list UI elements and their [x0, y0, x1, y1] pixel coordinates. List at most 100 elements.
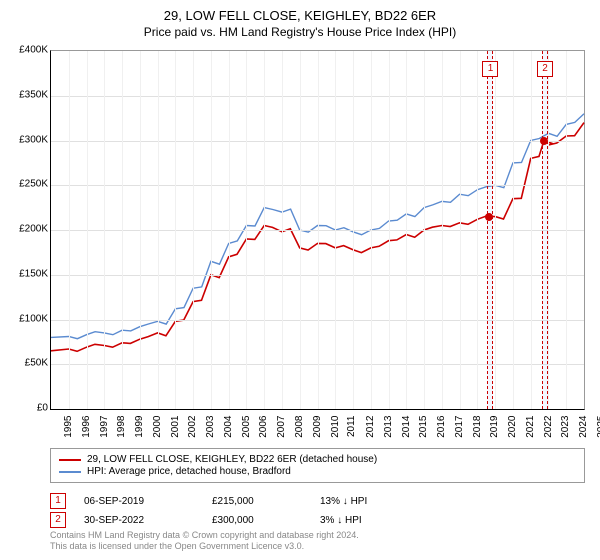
- x-axis-label: 2009: [311, 416, 322, 438]
- y-axis-label: £150K: [19, 268, 48, 279]
- annotation-pct: 3% ↓ HPI: [320, 515, 430, 526]
- legend-label: HPI: Average price, detached house, Brad…: [87, 466, 291, 477]
- chart-subtitle: Price paid vs. HM Land Registry's House …: [0, 25, 600, 39]
- marker-dot: [540, 137, 548, 145]
- legend-box: 29, LOW FELL CLOSE, KEIGHLEY, BD22 6ER (…: [50, 448, 585, 483]
- x-gridline: [566, 51, 567, 409]
- plot-area: 12: [50, 50, 585, 410]
- y-axis-label: £400K: [19, 45, 48, 56]
- legend-item: 29, LOW FELL CLOSE, KEIGHLEY, BD22 6ER (…: [59, 454, 576, 465]
- x-gridline: [69, 51, 70, 409]
- x-axis-label: 2010: [329, 416, 340, 438]
- x-axis-label: 2015: [418, 416, 429, 438]
- x-axis-label: 2000: [152, 416, 163, 438]
- x-axis-label: 2012: [365, 416, 376, 438]
- x-gridline: [193, 51, 194, 409]
- x-gridline: [531, 51, 532, 409]
- x-axis-label: 2021: [525, 416, 536, 438]
- x-gridline: [460, 51, 461, 409]
- y-axis-label: £250K: [19, 179, 48, 190]
- x-gridline: [229, 51, 230, 409]
- annotation-price: £215,000: [212, 496, 302, 507]
- x-gridline: [300, 51, 301, 409]
- x-axis-label: 2011: [346, 416, 357, 438]
- x-gridline: [158, 51, 159, 409]
- x-axis-label: 2024: [578, 416, 589, 438]
- x-gridline: [513, 51, 514, 409]
- x-axis-label: 2023: [560, 416, 571, 438]
- x-gridline: [335, 51, 336, 409]
- y-axis-label: £300K: [19, 134, 48, 145]
- legend-label: 29, LOW FELL CLOSE, KEIGHLEY, BD22 6ER (…: [87, 454, 377, 465]
- x-axis-label: 2005: [240, 416, 251, 438]
- annotation-price: £300,000: [212, 515, 302, 526]
- y-axis-label: £0: [37, 403, 48, 414]
- x-gridline: [548, 51, 549, 409]
- chart-container: 29, LOW FELL CLOSE, KEIGHLEY, BD22 6ER P…: [0, 0, 600, 560]
- y-axis-label: £100K: [19, 313, 48, 324]
- x-gridline: [87, 51, 88, 409]
- x-gridline: [122, 51, 123, 409]
- x-gridline: [318, 51, 319, 409]
- marker-band: [487, 51, 493, 409]
- x-gridline: [264, 51, 265, 409]
- legend-swatch: [59, 471, 81, 473]
- x-gridline: [424, 51, 425, 409]
- x-gridline: [477, 51, 478, 409]
- annotation-pct: 13% ↓ HPI: [320, 496, 430, 507]
- x-gridline: [389, 51, 390, 409]
- x-gridline: [495, 51, 496, 409]
- x-axis-label: 1997: [98, 416, 109, 438]
- x-axis-label: 2008: [294, 416, 305, 438]
- annotation-row: 2 30-SEP-2022 £300,000 3% ↓ HPI: [50, 512, 585, 528]
- x-axis-label: 2001: [169, 416, 180, 438]
- x-axis-label: 2013: [383, 416, 394, 438]
- annotation-date: 30-SEP-2022: [84, 515, 194, 526]
- x-axis-label: 2017: [454, 416, 465, 438]
- chart-title: 29, LOW FELL CLOSE, KEIGHLEY, BD22 6ER: [0, 8, 600, 23]
- x-gridline: [406, 51, 407, 409]
- annotation-row: 1 06-SEP-2019 £215,000 13% ↓ HPI: [50, 493, 585, 509]
- footer-line-2: This data is licensed under the Open Gov…: [50, 541, 359, 552]
- x-axis-label: 2019: [489, 416, 500, 438]
- x-gridline: [246, 51, 247, 409]
- annotation-index-box: 2: [50, 512, 66, 528]
- x-axis-label: 2004: [223, 416, 234, 438]
- x-gridline: [353, 51, 354, 409]
- annotation-table: 1 06-SEP-2019 £215,000 13% ↓ HPI 2 30-SEP-202…: [50, 490, 585, 531]
- x-axis-label: 2020: [507, 416, 518, 438]
- x-axis-label: 2002: [187, 416, 198, 438]
- footer-attribution: Contains HM Land Registry data © Crown c…: [50, 530, 359, 552]
- x-gridline: [211, 51, 212, 409]
- title-block: 29, LOW FELL CLOSE, KEIGHLEY, BD22 6ER P…: [0, 0, 600, 39]
- x-gridline: [282, 51, 283, 409]
- footer-line-1: Contains HM Land Registry data © Crown c…: [50, 530, 359, 541]
- x-axis-label: 2003: [205, 416, 216, 438]
- y-axis-label: £200K: [19, 224, 48, 235]
- x-axis-label: 2016: [436, 416, 447, 438]
- legend-swatch: [59, 459, 81, 461]
- x-axis-label: 2025: [596, 416, 600, 438]
- x-gridline: [140, 51, 141, 409]
- annotation-date: 06-SEP-2019: [84, 496, 194, 507]
- x-axis-label: 2018: [471, 416, 482, 438]
- x-gridline: [175, 51, 176, 409]
- y-axis-label: £50K: [25, 358, 48, 369]
- x-gridline: [371, 51, 372, 409]
- marker-dot: [485, 213, 493, 221]
- x-axis-label: 1996: [81, 416, 92, 438]
- y-axis-label: £350K: [19, 89, 48, 100]
- x-gridline: [104, 51, 105, 409]
- marker-index-box: 1: [482, 61, 498, 77]
- x-axis-label: 2022: [542, 416, 553, 438]
- x-axis-label: 2006: [258, 416, 269, 438]
- annotation-index-box: 1: [50, 493, 66, 509]
- legend-item: HPI: Average price, detached house, Brad…: [59, 466, 576, 477]
- x-gridline: [442, 51, 443, 409]
- x-axis-label: 1998: [116, 416, 127, 438]
- x-axis-label: 1999: [134, 416, 145, 438]
- x-axis-label: 2007: [276, 416, 287, 438]
- x-axis-label: 1995: [63, 416, 74, 438]
- x-axis-label: 2014: [400, 416, 411, 438]
- marker-index-box: 2: [537, 61, 553, 77]
